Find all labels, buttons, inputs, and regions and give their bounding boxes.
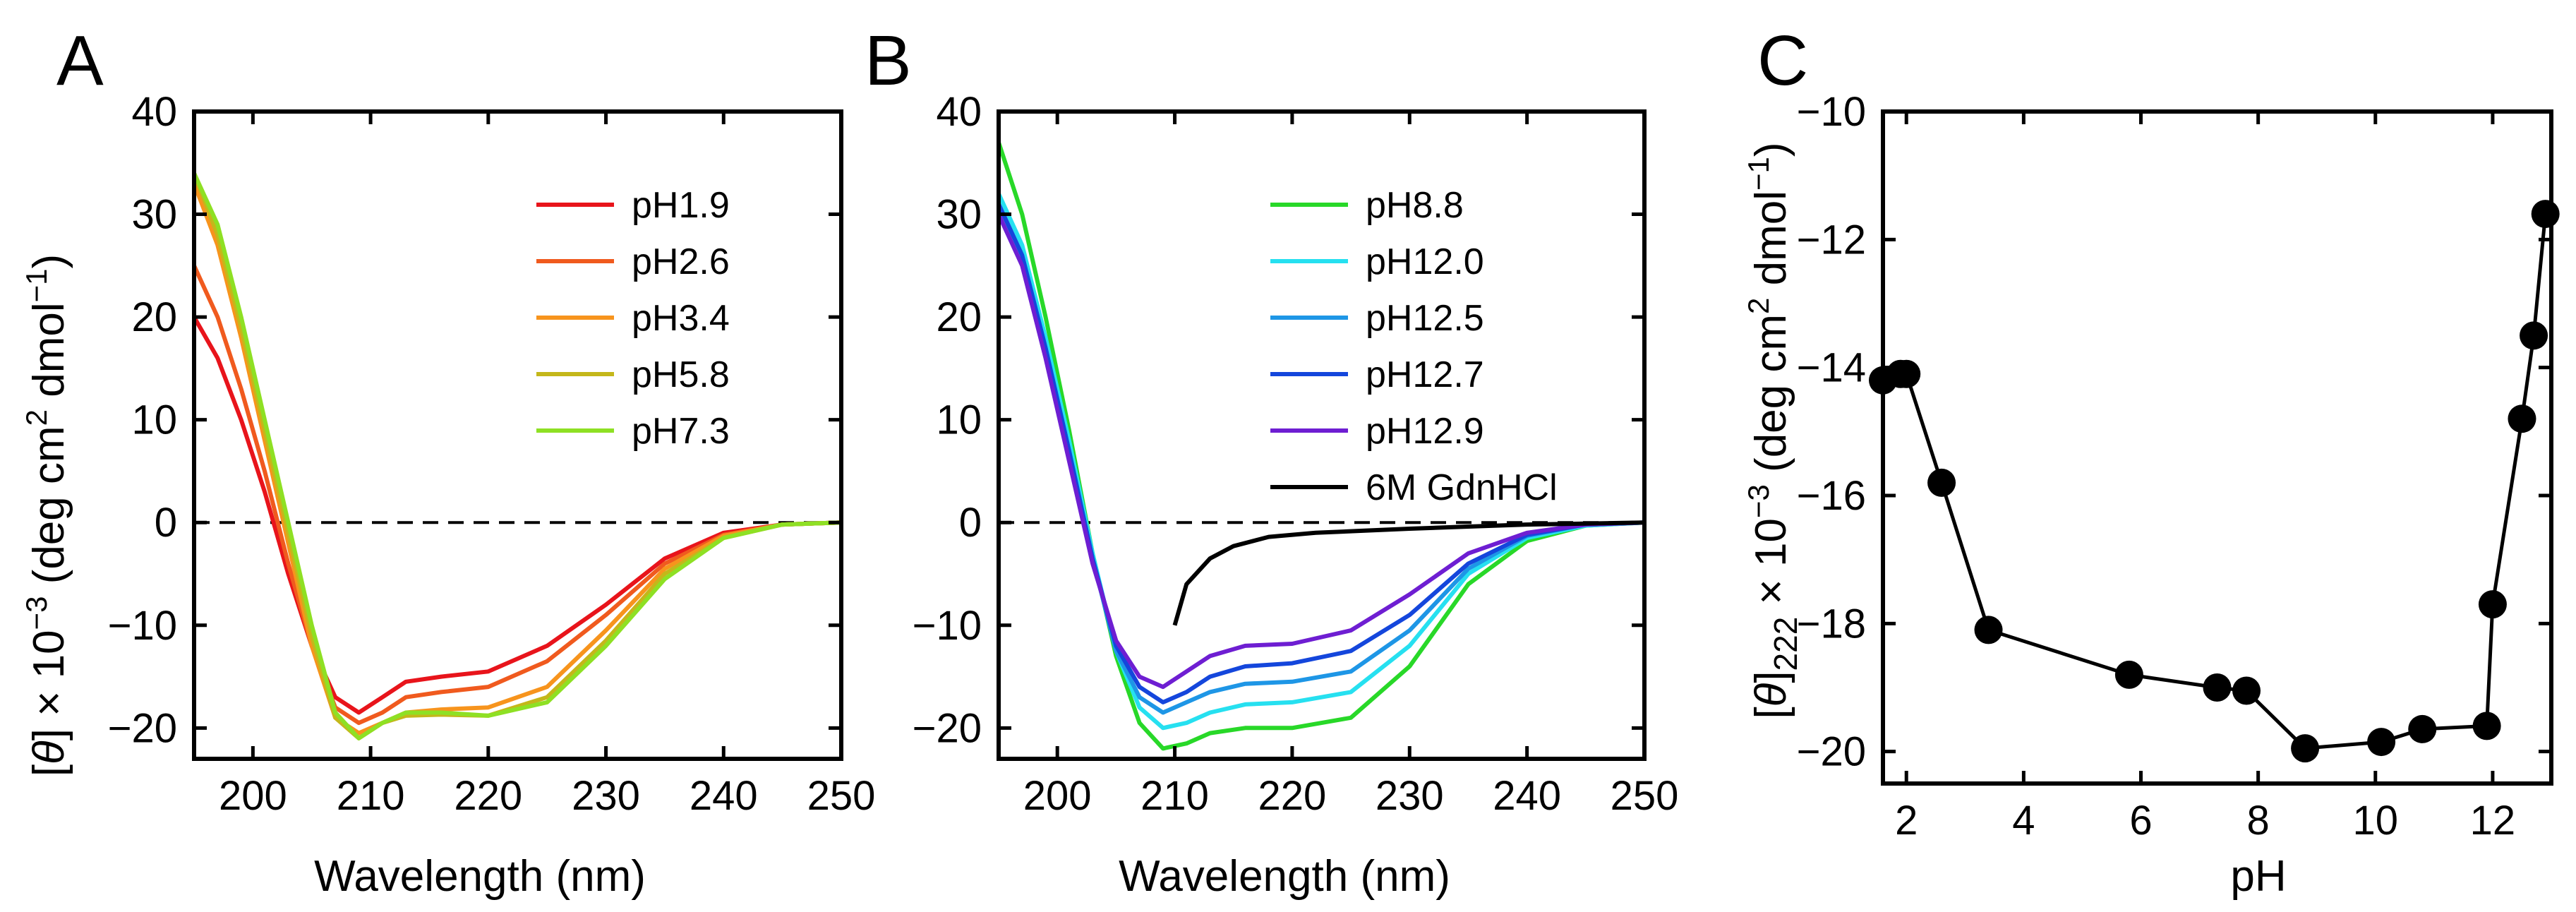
legend-label-ph12-9: pH12.9 xyxy=(1366,411,1484,452)
panel-letter-c: C xyxy=(1757,21,1808,100)
legend: pH1.9 pH2.6 pH3.4 pH5.8 pH7.3 xyxy=(536,185,730,452)
legend-label-ph7-3: pH7.3 xyxy=(632,411,730,452)
series-line-ph12-9 xyxy=(997,213,1645,690)
data-point xyxy=(2367,728,2396,757)
x-tick-label: 10 xyxy=(2353,798,2399,844)
y-axis-label: [θ] × 10−3 (deg cm2 dmol−1) xyxy=(20,254,73,776)
x-tick-label: 12 xyxy=(2470,798,2516,844)
panel-c: 2 4 6 8 10 12 −20 −18 −16 −14 −12 −10 pH [θ]222 × 1… xyxy=(1742,89,2560,901)
series-line-ph5-8 xyxy=(192,172,842,740)
x-tick-label: 220 xyxy=(1258,773,1327,819)
y-tick-label: 0 xyxy=(959,500,982,546)
ticks-layer: 200 210 220 230 240 250 −20 −10 0 10 20 30 40 xyxy=(108,89,876,819)
y-tick-label: −12 xyxy=(1797,217,1866,263)
legend-label-ph8-8: pH8.8 xyxy=(1366,185,1464,226)
data-point xyxy=(2472,712,2501,740)
x-tick-label: 2 xyxy=(1895,798,1918,844)
panel-letter-a: A xyxy=(56,21,104,100)
data-point xyxy=(2520,321,2548,350)
x-tick-label: 8 xyxy=(2247,798,2270,844)
y-tick-label: −20 xyxy=(108,705,177,751)
x-tick-label: 240 xyxy=(1493,773,1561,819)
series-line-ph8-8 xyxy=(997,141,1645,751)
y-tick-label: 40 xyxy=(936,89,982,135)
y-tick-label: −10 xyxy=(1797,89,1866,135)
data-point xyxy=(2478,590,2507,619)
data-point xyxy=(2291,734,2320,763)
x-axis-label: pH xyxy=(2230,852,2286,901)
y-tick-label: 30 xyxy=(936,192,982,238)
y-tick-label: −10 xyxy=(913,603,982,649)
y-tick-label: 10 xyxy=(936,397,982,443)
y-tick-label: −20 xyxy=(913,705,982,751)
data-point xyxy=(1974,616,2003,644)
panel-letter-b: B xyxy=(865,21,912,100)
y-tick-label: −16 xyxy=(1797,473,1866,519)
y-tick-label: 20 xyxy=(131,294,177,340)
plot-frame xyxy=(192,109,843,761)
legend-label-ph1-9: pH1.9 xyxy=(632,185,730,226)
data-point xyxy=(1892,359,1921,388)
series-line-6m-gdnhcl xyxy=(1172,520,1645,626)
x-tick-label: 210 xyxy=(337,773,405,819)
legend-label-6m-gdnhcl: 6M GdnHCl xyxy=(1366,467,1558,508)
series-line-ph12-0 xyxy=(997,193,1645,731)
data-point xyxy=(2114,660,2143,689)
y-tick-label: −14 xyxy=(1797,345,1866,391)
plot-frame xyxy=(997,109,1647,761)
series-layer xyxy=(997,141,1645,751)
y-tick-label: 20 xyxy=(936,294,982,340)
x-tick-label: 230 xyxy=(572,773,640,819)
y-axis-label: [θ]222 × 10−3 (deg cm2 dmol−1) xyxy=(1742,142,1804,719)
legend: pH8.8 pH12.0 pH12.5 pH12.7 pH12.9 6M GdnHCl xyxy=(1270,185,1558,508)
legend-label-ph12-0: pH12.0 xyxy=(1366,241,1484,282)
x-tick-label: 230 xyxy=(1376,773,1444,819)
y-tick-label: −10 xyxy=(108,603,177,649)
data-point xyxy=(2408,714,2437,743)
y-tick-label: 0 xyxy=(155,500,177,546)
x-tick-label: 250 xyxy=(1611,773,1679,819)
data-point xyxy=(2531,200,2560,229)
legend-label-ph5-8: pH5.8 xyxy=(632,354,730,395)
legend-label-ph2-6: pH2.6 xyxy=(632,241,730,282)
series-line-222 xyxy=(1882,213,2548,750)
y-tick-label: 10 xyxy=(131,397,177,443)
series-line-ph1-9 xyxy=(192,316,842,715)
x-tick-label: 6 xyxy=(2129,798,2152,844)
series-line-ph12-7 xyxy=(997,203,1645,704)
ticks-layer: 200 210 220 230 240 250 −20 −10 0 10 20 30 40 xyxy=(913,89,1679,819)
plot-frame xyxy=(1881,109,2553,786)
x-tick-label: 210 xyxy=(1140,773,1209,819)
x-tick-label: 240 xyxy=(690,773,758,819)
ticks-layer: 2 4 6 8 10 12 −20 −18 −16 −14 −12 −10 xyxy=(1797,89,2551,844)
series-line-ph3-4 xyxy=(192,182,842,736)
y-tick-label: 40 xyxy=(131,89,177,135)
series-line-ph2-6 xyxy=(192,265,842,726)
legend-label-ph3-4: pH3.4 xyxy=(632,298,730,339)
y-tick-label: −18 xyxy=(1797,601,1866,647)
series-layer xyxy=(1869,200,2560,763)
x-tick-label: 250 xyxy=(807,773,876,819)
y-tick-label: 30 xyxy=(131,192,177,238)
y-tick-label: −20 xyxy=(1797,729,1866,775)
legend-label-ph12-5: pH12.5 xyxy=(1366,298,1484,339)
data-point xyxy=(2232,676,2261,705)
x-tick-label: 220 xyxy=(454,773,522,819)
x-axis-label: Wavelength (nm) xyxy=(1119,852,1450,901)
legend-label-ph12-7: pH12.7 xyxy=(1366,354,1484,395)
x-tick-label: 200 xyxy=(1023,773,1092,819)
data-point xyxy=(1927,468,1956,497)
data-point xyxy=(2508,404,2536,433)
x-axis-label: Wavelength (nm) xyxy=(314,852,646,901)
x-tick-label: 4 xyxy=(2012,798,2035,844)
series-layer xyxy=(192,172,842,740)
data-point xyxy=(2203,673,2232,702)
x-tick-label: 200 xyxy=(219,773,287,819)
series-line-ph7-3 xyxy=(192,172,842,740)
